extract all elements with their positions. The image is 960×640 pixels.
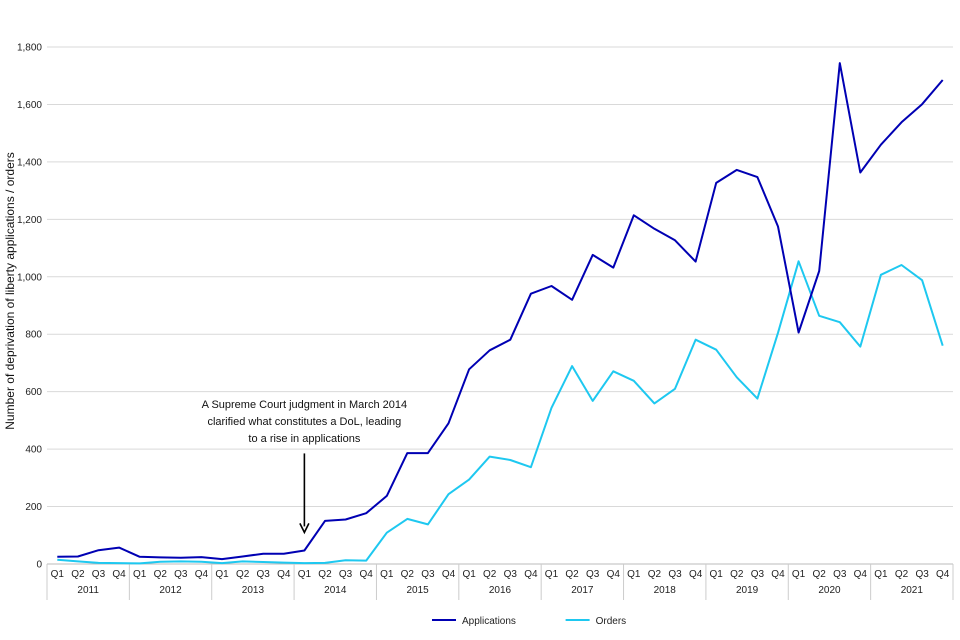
x-tick-label-quarter: Q1 (133, 569, 147, 580)
x-tick-label-year: 2020 (818, 585, 841, 596)
y-tick-label: 1,200 (17, 215, 42, 226)
x-tick-label-year: 2012 (159, 585, 182, 596)
x-tick-label-year: 2019 (736, 585, 759, 596)
x-tick-label-year: 2011 (77, 585, 99, 596)
x-tick-label-quarter: Q1 (215, 569, 229, 580)
x-tick-label-quarter: Q4 (195, 569, 209, 580)
y-tick-label: 1,600 (17, 100, 42, 111)
x-tick-label-quarter: Q1 (462, 569, 476, 580)
legend-label: Orders (596, 616, 627, 627)
y-tick-label: 400 (25, 445, 42, 456)
x-tick-label-quarter: Q4 (442, 569, 456, 580)
x-tick-label-quarter: Q3 (339, 569, 353, 580)
x-tick-label-quarter: Q3 (174, 569, 188, 580)
legend: Applications Orders (432, 616, 626, 627)
x-tick-label-quarter: Q4 (524, 569, 538, 580)
x-tick-label-quarter: Q4 (359, 569, 373, 580)
y-axis-title: Number of deprivation of liberty applica… (3, 152, 17, 429)
x-tick-label-quarter: Q2 (483, 569, 497, 580)
y-axis-tick-labels: 0 200 400 600 800 1,000 1,200 1,400 1,600 1,800 (17, 43, 42, 571)
x-tick-label-quarter: Q1 (710, 569, 724, 580)
x-tick-label-year: 2018 (654, 585, 677, 596)
x-tick-label-quarter: Q3 (504, 569, 518, 580)
x-tick-label-quarter: Q1 (874, 569, 888, 580)
x-tick-label-quarter: Q1 (627, 569, 641, 580)
x-tick-label-quarter: Q4 (277, 569, 291, 580)
x-tick-label-quarter: Q2 (895, 569, 909, 580)
x-tick-label-year: 2017 (571, 585, 594, 596)
x-tick-label-quarter: Q2 (812, 569, 826, 580)
x-tick-label-quarter: Q3 (92, 569, 106, 580)
annotation-text: clarified what constitutes a DoL, leadin… (207, 416, 401, 428)
x-tick-label-quarter: Q4 (689, 569, 703, 580)
y-tick-label: 1,800 (17, 43, 42, 54)
x-tick-label-quarter: Q1 (792, 569, 806, 580)
x-tick-label-quarter: Q2 (154, 569, 168, 580)
x-tick-label-quarter: Q4 (771, 569, 785, 580)
annotation-text: A Supreme Court judgment in March 2014 (202, 399, 407, 411)
y-tick-label: 800 (25, 330, 42, 341)
x-tick-label-quarter: Q2 (648, 569, 662, 580)
series-lines (57, 62, 944, 565)
x-tick-label-quarter: Q2 (730, 569, 744, 580)
x-tick-label-quarter: Q1 (380, 569, 394, 580)
x-tick-label-quarter: Q1 (298, 569, 312, 580)
x-tick-label-quarter: Q4 (607, 569, 621, 580)
legend-label: Applications (462, 616, 516, 627)
x-tick-label-year: 2013 (242, 585, 265, 596)
x-tick-label-year: 2014 (324, 585, 347, 596)
x-tick-label-year: 2016 (489, 585, 512, 596)
x-tick-label-quarter: Q2 (71, 569, 85, 580)
gridlines (47, 46, 953, 565)
x-tick-label-quarter: Q2 (565, 569, 579, 580)
y-tick-label: 0 (36, 560, 42, 571)
series-line-orders (57, 260, 944, 565)
x-tick-label-quarter: Q2 (318, 569, 332, 580)
x-tick-label-quarter: Q2 (236, 569, 250, 580)
annotation: A Supreme Court judgment in March 2014 cl… (202, 399, 407, 535)
x-tick-label-quarter: Q4 (936, 569, 950, 580)
annotation-arrowhead (299, 523, 310, 535)
x-tick-label-quarter: Q4 (112, 569, 126, 580)
series-line-applications (57, 62, 944, 561)
x-tick-label-quarter: Q3 (833, 569, 847, 580)
x-tick-label-year: 2021 (901, 585, 924, 596)
x-tick-label-year: 2015 (407, 585, 430, 596)
annotation-text: to a rise in applications (248, 433, 360, 445)
x-tick-label-quarter: Q3 (257, 569, 271, 580)
x-tick-label-quarter: Q3 (586, 569, 600, 580)
y-tick-label: 200 (25, 502, 42, 513)
y-tick-label: 600 (25, 387, 42, 398)
x-tick-label-quarter: Q1 (545, 569, 559, 580)
x-tick-label-quarter: Q4 (854, 569, 868, 580)
y-tick-label: 1,000 (17, 272, 42, 283)
x-tick-label-quarter: Q3 (668, 569, 682, 580)
x-tick-label-quarter: Q3 (751, 569, 765, 580)
x-tick-label-quarter: Q3 (915, 569, 929, 580)
x-axis: Q1 Q2 Q3 Q4 Q1 Q2 Q3 Q4 Q1 Q2 Q3 Q4 Q1 Q2 Q3 Q4 Q1 Q2 Q3 Q4… (46, 564, 954, 600)
y-tick-label: 1,400 (17, 157, 42, 168)
x-tick-label-quarter: Q2 (401, 569, 415, 580)
x-tick-label-quarter: Q3 (421, 569, 435, 580)
x-tick-label-quarter: Q1 (51, 569, 65, 580)
